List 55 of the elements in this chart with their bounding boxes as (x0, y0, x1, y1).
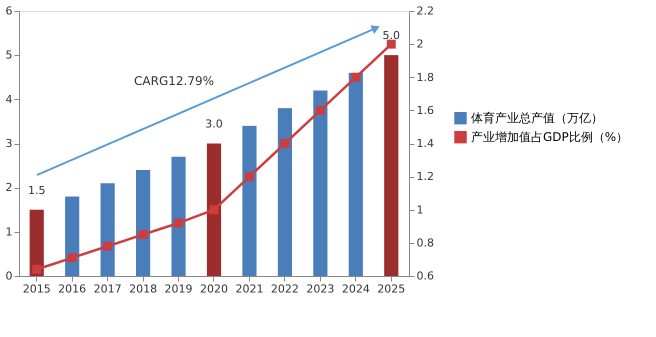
bar (65, 196, 80, 276)
point (103, 242, 112, 251)
bar (100, 183, 115, 276)
x-tick-label: 2016 (58, 282, 86, 296)
x-tick-label: 2019 (164, 282, 193, 296)
bar (171, 156, 186, 276)
y-tick-label: 0 (6, 270, 12, 282)
bar (30, 210, 44, 276)
legend-label: 产业增加值占GDP比例（%） (471, 130, 628, 144)
bar (136, 170, 150, 276)
x-tick-label: 2025 (377, 282, 406, 296)
y2-tick-label: 0.6 (416, 270, 434, 282)
bar (278, 108, 292, 276)
y-tick-label: 4 (6, 92, 12, 106)
x-tick-label: 2018 (129, 282, 158, 296)
y-tick-label: 2 (6, 181, 12, 194)
point (174, 218, 184, 228)
data-label: 1.5 (28, 184, 46, 197)
y-tick-label: 3 (6, 137, 12, 150)
x-tick-label: 2021 (235, 282, 264, 296)
point (210, 205, 218, 214)
point (244, 172, 254, 182)
x-tick-label: 2024 (342, 282, 370, 296)
bar (242, 126, 257, 276)
y-tick-label: 1 (6, 225, 12, 238)
point (138, 230, 148, 240)
y2-tick-label: 1.6 (416, 104, 434, 117)
data-label: 3.0 (205, 118, 223, 130)
x-tick-label: 2022 (270, 282, 299, 296)
point (280, 139, 290, 148)
point (351, 72, 360, 82)
bar (313, 90, 328, 276)
bar (206, 144, 222, 276)
y-tick-label: 5 (6, 48, 12, 62)
x-tick-label: 2017 (94, 282, 122, 296)
annotation: CARG12.79% (134, 74, 214, 88)
point (32, 264, 42, 274)
y2-tick-label: 2 (416, 38, 424, 51)
y-tick-label: 6 (6, 4, 12, 18)
y2-tick-label: 1 (416, 203, 424, 216)
y2-tick-label: 1.8 (416, 70, 434, 84)
point (386, 40, 396, 49)
y2-tick-label: 0.8 (416, 236, 434, 250)
x-tick-label: 2023 (306, 282, 334, 296)
point (68, 253, 77, 262)
bar (384, 55, 398, 276)
y2-tick-label: 2.2 (416, 4, 434, 18)
y2-tick-label: 1.4 (416, 137, 434, 150)
point (316, 106, 325, 115)
x-tick-label: 2020 (200, 282, 228, 296)
x-tick-label: 2015 (22, 282, 51, 296)
data-label: 5.0 (382, 29, 400, 42)
bar (348, 72, 363, 276)
legend-label: 体育产业总产值（万亿） (471, 111, 603, 126)
y2-tick-label: 1.2 (416, 170, 434, 184)
